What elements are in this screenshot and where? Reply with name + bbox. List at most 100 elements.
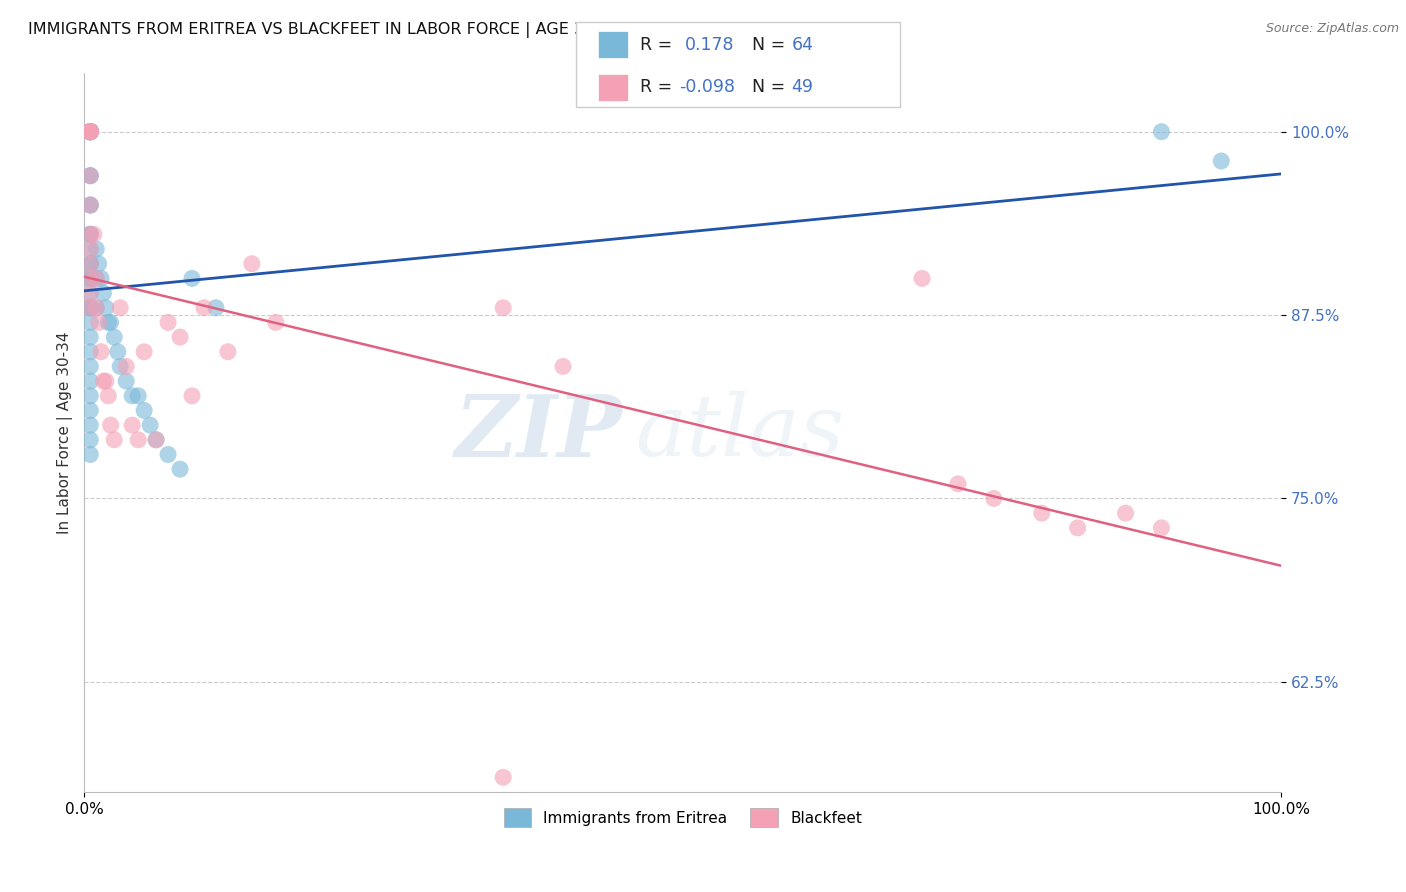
Point <box>79 330 101 344</box>
Point <box>121 389 143 403</box>
Point <box>103 330 125 344</box>
Point <box>79 169 101 183</box>
Point <box>84 301 107 315</box>
Text: 0.178: 0.178 <box>685 36 734 54</box>
Point <box>79 242 101 256</box>
Point <box>79 125 101 139</box>
Point <box>193 301 215 315</box>
Point <box>157 448 180 462</box>
Point <box>911 271 934 285</box>
Point <box>946 476 969 491</box>
Point <box>79 125 101 139</box>
Point <box>1211 154 1233 169</box>
Point <box>79 125 101 139</box>
Text: -0.098: -0.098 <box>679 78 735 96</box>
Point <box>79 125 101 139</box>
Point <box>145 433 167 447</box>
Point <box>79 125 101 139</box>
Point <box>264 315 287 329</box>
Point <box>79 242 101 256</box>
Point <box>79 301 101 315</box>
Point <box>79 125 101 139</box>
Point <box>79 286 101 301</box>
Point <box>492 770 515 784</box>
Point <box>169 462 191 476</box>
Point <box>127 389 149 403</box>
Point <box>121 418 143 433</box>
Point <box>79 344 101 359</box>
Point <box>79 125 101 139</box>
Point <box>1150 521 1173 535</box>
Point <box>551 359 574 374</box>
Point <box>217 344 239 359</box>
Point <box>79 125 101 139</box>
Point <box>79 125 101 139</box>
Point <box>108 359 131 374</box>
Point <box>79 286 101 301</box>
Text: 49: 49 <box>792 78 814 96</box>
Point <box>79 359 101 374</box>
Text: atlas: atlas <box>636 391 844 474</box>
Point <box>79 125 101 139</box>
Point <box>93 286 115 301</box>
Point <box>100 418 122 433</box>
Text: N =: N = <box>741 36 790 54</box>
Point <box>79 169 101 183</box>
Legend: Immigrants from Eritrea, Blackfeet: Immigrants from Eritrea, Blackfeet <box>496 801 869 835</box>
Point <box>79 403 101 417</box>
Point <box>79 271 101 285</box>
Point <box>134 344 156 359</box>
Point <box>79 315 101 329</box>
Point <box>134 403 156 417</box>
Point <box>79 301 101 315</box>
Point <box>79 125 101 139</box>
Point <box>1150 125 1173 139</box>
Point <box>107 344 129 359</box>
Point <box>157 315 180 329</box>
Point <box>79 125 101 139</box>
Point <box>115 374 138 388</box>
Point <box>79 227 101 242</box>
Point <box>79 125 101 139</box>
Point <box>79 257 101 271</box>
Point <box>79 198 101 212</box>
Point <box>169 330 191 344</box>
Point <box>84 271 107 285</box>
Point <box>79 125 101 139</box>
Point <box>240 257 263 271</box>
Point <box>79 227 101 242</box>
Point <box>79 301 101 315</box>
Point <box>1066 521 1088 535</box>
Text: ZIP: ZIP <box>456 391 623 475</box>
Point <box>79 169 101 183</box>
Point <box>93 374 115 388</box>
Point <box>983 491 1005 506</box>
Point <box>79 433 101 447</box>
Point <box>94 374 117 388</box>
Point <box>115 359 138 374</box>
Point <box>90 344 112 359</box>
Point <box>79 125 101 139</box>
Point <box>90 271 112 285</box>
Point <box>145 433 167 447</box>
Point <box>139 418 162 433</box>
Text: R =: R = <box>640 78 678 96</box>
Point <box>83 227 105 242</box>
Point <box>79 301 101 315</box>
Point <box>103 433 125 447</box>
Point <box>181 271 204 285</box>
Point <box>79 271 101 285</box>
Point <box>492 301 515 315</box>
Point <box>87 315 110 329</box>
Point <box>79 198 101 212</box>
Point <box>79 125 101 139</box>
Point <box>181 389 204 403</box>
Text: IMMIGRANTS FROM ERITREA VS BLACKFEET IN LABOR FORCE | AGE 30-34 CORRELATION CHAR: IMMIGRANTS FROM ERITREA VS BLACKFEET IN … <box>28 22 799 38</box>
Point <box>1031 506 1053 520</box>
Point <box>127 433 149 447</box>
Point <box>79 374 101 388</box>
Point <box>79 125 101 139</box>
Point <box>97 315 120 329</box>
Point <box>79 271 101 285</box>
Text: R =: R = <box>640 36 683 54</box>
